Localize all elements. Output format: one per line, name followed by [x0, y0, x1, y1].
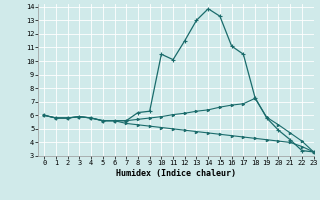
- X-axis label: Humidex (Indice chaleur): Humidex (Indice chaleur): [116, 169, 236, 178]
